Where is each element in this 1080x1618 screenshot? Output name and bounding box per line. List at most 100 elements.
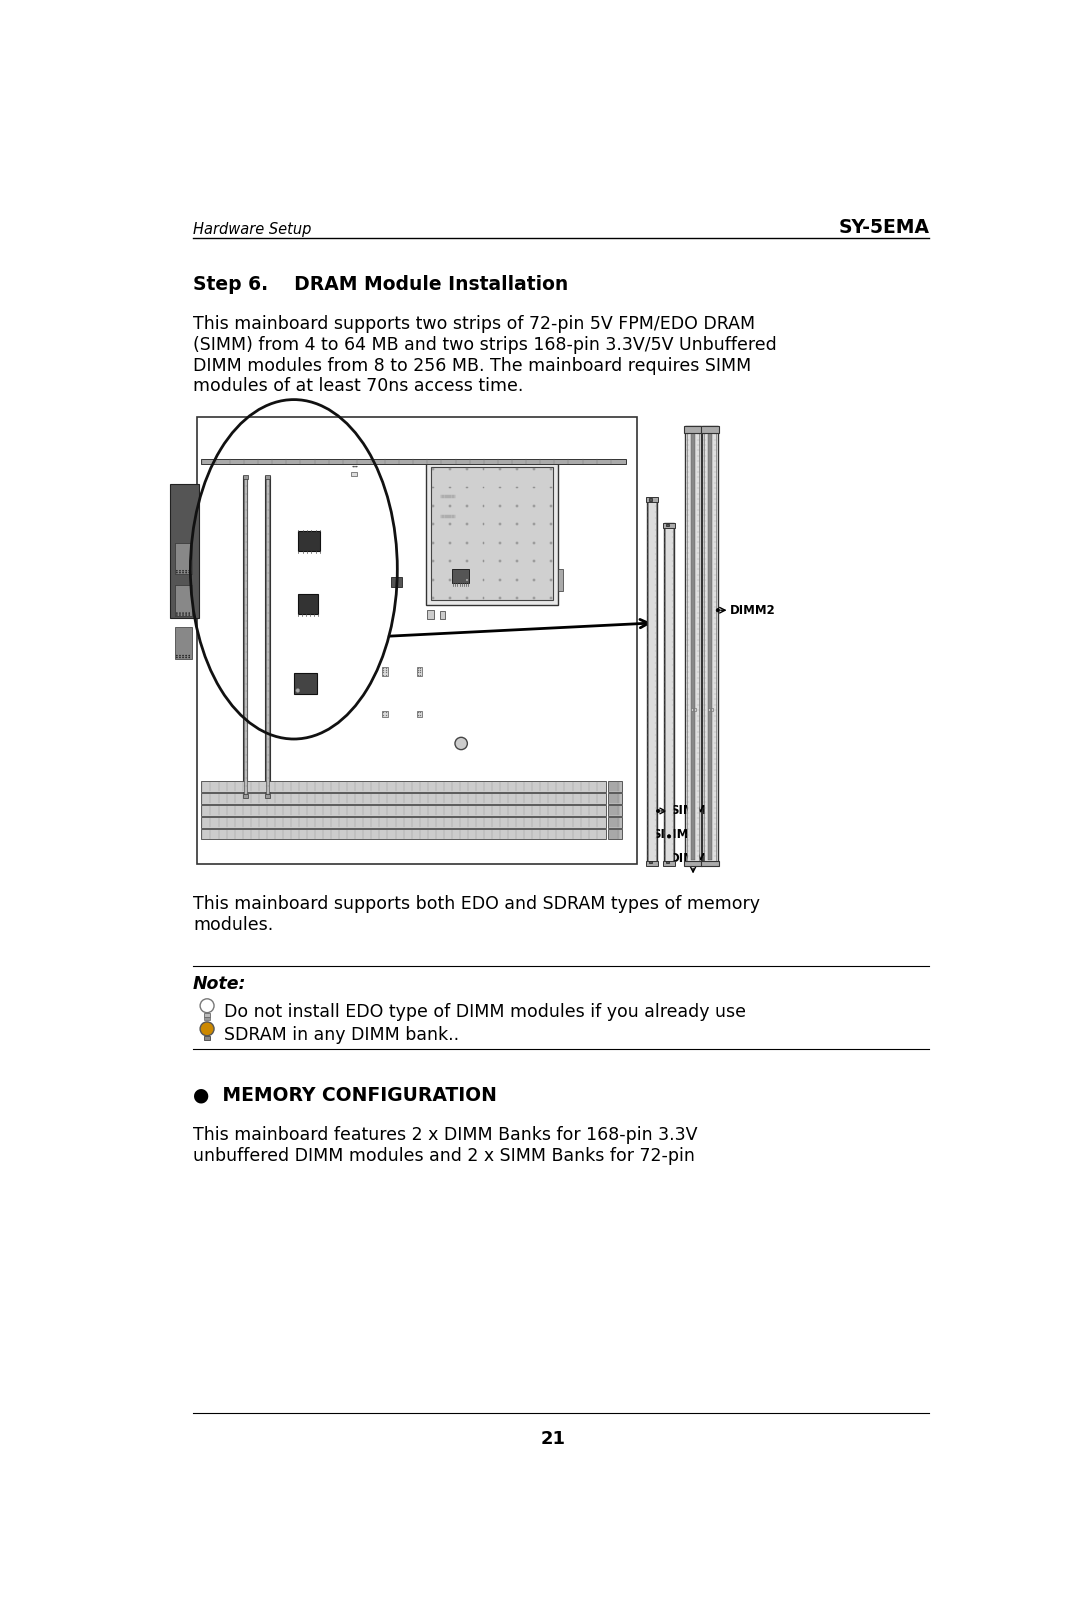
Bar xyxy=(687,427,699,864)
Bar xyxy=(516,579,518,581)
Bar xyxy=(550,468,552,469)
Bar xyxy=(516,560,518,561)
Bar xyxy=(647,498,658,864)
Text: This mainboard supports two strips of 72-pin 5V FPM/EDO DRAM: This mainboard supports two strips of 72… xyxy=(193,316,755,333)
Bar xyxy=(266,477,269,796)
Circle shape xyxy=(200,998,214,1013)
Bar xyxy=(465,560,468,561)
Text: modules.: modules. xyxy=(193,916,273,934)
Bar xyxy=(465,468,468,469)
Bar xyxy=(534,560,535,561)
Bar xyxy=(417,667,422,676)
Text: DIMM modules from 8 to 256 MB. The mainboard requires SIMM: DIMM modules from 8 to 256 MB. The mainb… xyxy=(193,356,752,375)
Bar xyxy=(649,498,651,500)
Bar xyxy=(197,417,637,864)
Bar xyxy=(686,427,701,864)
Bar xyxy=(516,468,518,469)
Bar xyxy=(391,578,402,587)
Bar xyxy=(465,487,468,489)
Bar xyxy=(440,495,455,498)
Bar xyxy=(707,707,711,710)
Text: DIMM2: DIMM2 xyxy=(730,604,777,616)
Bar xyxy=(691,430,696,861)
Bar xyxy=(711,707,713,710)
Bar xyxy=(204,1013,211,1018)
Bar xyxy=(432,579,434,581)
Bar xyxy=(646,497,658,503)
Bar xyxy=(516,505,518,506)
Bar xyxy=(449,505,450,506)
Bar xyxy=(243,474,248,479)
Bar xyxy=(707,430,713,861)
Bar xyxy=(449,524,450,526)
Bar xyxy=(201,828,606,840)
Bar xyxy=(534,542,535,544)
Bar xyxy=(265,474,270,479)
Bar xyxy=(298,531,320,552)
Bar xyxy=(534,487,535,489)
Bar xyxy=(483,560,485,561)
Bar xyxy=(351,472,356,476)
Bar xyxy=(663,524,675,864)
Bar xyxy=(432,487,434,489)
Bar xyxy=(534,505,535,506)
Bar xyxy=(265,794,270,798)
Text: (SIMM) from 4 to 64 MB and two strips 168-pin 3.3V/5V Unbuffered: (SIMM) from 4 to 64 MB and two strips 16… xyxy=(193,337,777,354)
Bar xyxy=(499,487,501,489)
Bar xyxy=(684,426,702,432)
Text: Step 6.    DRAM Module Installation: Step 6. DRAM Module Installation xyxy=(193,275,568,294)
Bar xyxy=(483,597,485,599)
Bar xyxy=(453,570,470,582)
Circle shape xyxy=(667,835,671,838)
Bar xyxy=(704,427,716,864)
Bar xyxy=(449,579,450,581)
Bar xyxy=(201,806,606,815)
Bar xyxy=(432,542,434,544)
Circle shape xyxy=(657,809,660,812)
Bar xyxy=(534,579,535,581)
Bar xyxy=(428,610,434,620)
Bar xyxy=(516,597,518,599)
Bar xyxy=(691,707,693,710)
Bar xyxy=(516,542,518,544)
Bar xyxy=(431,466,553,600)
Bar xyxy=(608,828,622,840)
Bar xyxy=(550,542,552,544)
Text: Do not install EDO type of DIMM modules if you already use: Do not install EDO type of DIMM modules … xyxy=(225,1003,746,1021)
Bar xyxy=(465,597,468,599)
Bar xyxy=(449,468,450,469)
Text: Hardware Setup: Hardware Setup xyxy=(193,222,311,236)
Bar xyxy=(516,524,518,526)
Bar xyxy=(684,861,702,866)
Bar xyxy=(465,524,468,526)
Text: Note:: Note: xyxy=(193,976,246,993)
Text: ●  MEMORY CONFIGURATION: ● MEMORY CONFIGURATION xyxy=(193,1086,497,1105)
Text: unbuffered DIMM modules and 2 x SIMM Banks for 72-pin: unbuffered DIMM modules and 2 x SIMM Ban… xyxy=(193,1147,696,1165)
Bar xyxy=(663,523,675,527)
Bar xyxy=(204,1018,211,1021)
Bar xyxy=(499,542,501,544)
Bar xyxy=(266,476,270,798)
Bar xyxy=(666,861,669,864)
Bar xyxy=(483,468,485,469)
Bar xyxy=(432,524,434,526)
Bar xyxy=(204,1036,211,1040)
Bar xyxy=(175,542,192,574)
Circle shape xyxy=(200,1023,214,1036)
Bar xyxy=(440,515,455,518)
Bar xyxy=(550,579,552,581)
Bar xyxy=(483,542,485,544)
Bar xyxy=(243,476,247,798)
Bar xyxy=(693,707,697,710)
Bar xyxy=(608,781,622,791)
Bar xyxy=(550,560,552,561)
Bar xyxy=(483,524,485,526)
Bar xyxy=(550,524,552,526)
Bar xyxy=(465,542,468,544)
Bar xyxy=(701,426,719,432)
Bar xyxy=(244,477,247,796)
Bar xyxy=(426,463,558,605)
Bar xyxy=(440,612,445,620)
Bar xyxy=(499,597,501,599)
Bar xyxy=(648,498,657,864)
